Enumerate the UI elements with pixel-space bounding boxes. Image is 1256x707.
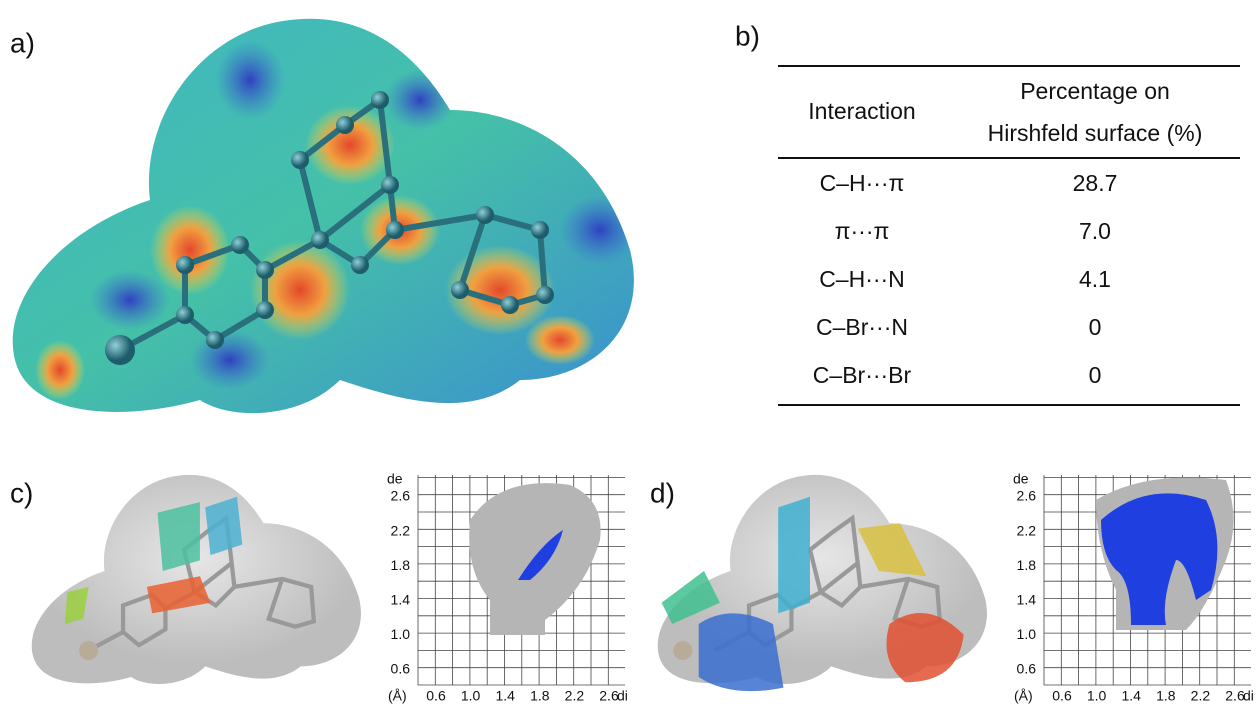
table-cell: C–Br···N (816, 314, 908, 340)
x-tick-label: 2.2 (565, 688, 585, 704)
y-tick-label: 0.6 (1017, 661, 1037, 677)
y-tick-label: 2.6 (391, 488, 411, 504)
table-header: Interaction (808, 98, 915, 124)
table-cell: 28.7 (1073, 170, 1118, 196)
axis-label: di (617, 688, 628, 704)
panel-label: b) (735, 20, 760, 51)
axis-label: di (1243, 688, 1254, 704)
panel-label: d) (650, 477, 675, 508)
axis-label: de (1013, 471, 1029, 487)
y-tick-label: 2.6 (1017, 488, 1037, 504)
unit-label: (Å) (388, 688, 407, 704)
y-tick-label: 1.8 (1017, 557, 1037, 573)
fingerprint-plot: de2.62.21.81.41.00.6(Å) 0.6 1.0 1.4 1.8 2.2 2.… (1013, 471, 1254, 704)
x-tick-label: 1.0 (1087, 688, 1107, 704)
surface-c (31, 474, 361, 684)
surface-a (12, 18, 634, 414)
unit-label: (Å) (1014, 688, 1033, 704)
table-cell: 7.0 (1079, 218, 1111, 244)
y-tick-label: 2.2 (1017, 522, 1037, 538)
x-tick-label: 2.6 (599, 688, 619, 704)
table-cell: 0 (1089, 314, 1102, 340)
highlight (518, 530, 563, 580)
table-cell: 4.1 (1079, 266, 1111, 292)
y-tick-label: 2.2 (391, 522, 411, 538)
table-cell: C–H···π (820, 170, 905, 196)
fingerprint-plot: de2.62.21.81.41.00.6(Å) 0.6 1.0 1.4 1.8 2.2 2.… (387, 471, 628, 704)
panel-label: a) (10, 27, 35, 58)
x-tick-label: 0.6 (1052, 688, 1072, 704)
x-tick-label: 2.2 (1191, 688, 1211, 704)
table-cell: π···π (835, 218, 890, 244)
x-tick-label: 1.4 (495, 688, 515, 704)
y-tick-label: 1.4 (1017, 592, 1037, 608)
y-tick-label: 1.8 (391, 557, 411, 573)
surface-d (657, 474, 987, 692)
x-tick-label: 1.8 (1156, 688, 1176, 704)
table-cell: 0 (1089, 362, 1102, 388)
y-tick-label: 0.6 (391, 661, 411, 677)
x-tick-label: 1.4 (1121, 688, 1141, 704)
y-tick-label: 1.4 (391, 592, 411, 608)
x-tick-label: 1.0 (461, 688, 481, 704)
x-tick-label: 1.8 (530, 688, 550, 704)
highlight (1101, 493, 1218, 625)
x-tick-label: 0.6 (426, 688, 446, 704)
table-header: Hirshfeld surface (%) (988, 120, 1203, 146)
table: Interaction Percentage on Hirshfeld surf… (778, 65, 1240, 406)
panel-label: c) (10, 477, 33, 508)
table-cell: C–Br···Br (813, 362, 912, 388)
table-cell: C–H···N (819, 266, 905, 292)
axis-label: de (387, 471, 403, 487)
y-tick-label: 1.0 (1017, 626, 1037, 642)
y-tick-label: 1.0 (391, 626, 411, 642)
table-header: Percentage on (1020, 78, 1170, 104)
x-tick-label: 2.6 (1225, 688, 1245, 704)
